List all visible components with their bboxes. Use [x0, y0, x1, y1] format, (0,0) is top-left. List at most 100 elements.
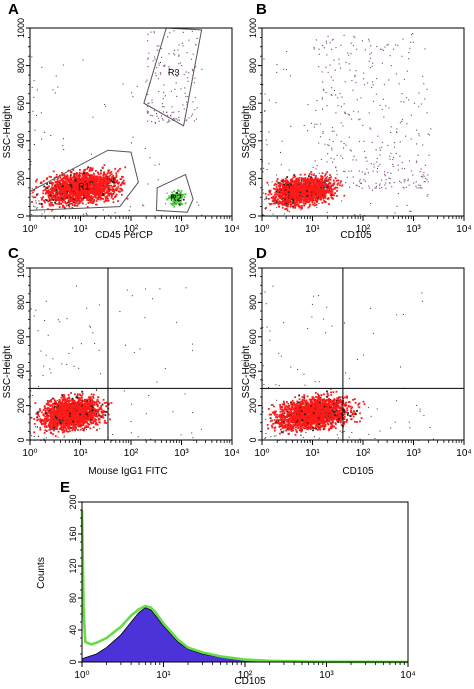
panel-b-event-point: [345, 112, 347, 115]
panel-a-event-point: [146, 112, 149, 114]
panel-b-event-point: [274, 191, 277, 194]
panel-a-event-point: [77, 180, 80, 182]
panel-b-event-point: [299, 201, 302, 203]
panel-b-event-point: [284, 181, 287, 184]
panel-a-event-point: [72, 175, 75, 178]
panel-b-event-point: [282, 183, 284, 186]
panel-b-event-point: [291, 193, 294, 196]
panel-c-event-point: [51, 421, 53, 424]
panel-a-event-point: [79, 190, 81, 193]
panel-a-event-point: [124, 166, 127, 169]
panel-b-outlier-point: [406, 204, 408, 206]
panel-a-event-point: [47, 189, 50, 192]
panel-a-event-point: [75, 172, 78, 174]
panel-a-event-point: [66, 185, 69, 188]
panel-a-event-point: [60, 195, 62, 198]
panel-a-outlier-point: [40, 112, 42, 114]
panel-a-event-point: [162, 119, 164, 121]
panel-a-event-point: [181, 194, 184, 196]
panel-b-outlier-point: [283, 204, 285, 206]
panel-b-event-point: [405, 135, 407, 137]
panel-a-event-point: [63, 194, 65, 197]
panel-a-event-point: [92, 172, 95, 175]
panel-a-event-point: [55, 188, 58, 190]
panel-b-event-point: [349, 186, 351, 188]
panel-a-event-point: [88, 199, 90, 202]
panel-a-event-point: [194, 77, 196, 79]
panel-a-event-point: [100, 189, 102, 192]
panel-a-event-point: [95, 183, 98, 185]
panel-b-event-point: [306, 193, 308, 196]
panel-a-event-point: [191, 30, 193, 33]
panel-a-outlier-point: [36, 208, 38, 210]
panel-b-event-point: [293, 204, 296, 207]
panel-b-event-point: [296, 187, 299, 190]
panel-b-event-point: [411, 34, 413, 36]
panel-b-event-point: [396, 128, 398, 130]
panel-b-event-point: [313, 47, 315, 49]
panel-c-event-point: [105, 422, 108, 424]
panel-a-event-point: [91, 174, 94, 177]
panel-a-event-point: [98, 190, 101, 193]
panel-b-event-point: [365, 156, 367, 158]
panel-a-event-point: [104, 181, 107, 184]
panel-b-event-point: [343, 103, 345, 105]
panel-a-event-point: [180, 65, 183, 67]
panel-b-event-point: [314, 176, 317, 179]
panel-a-event-point: [72, 195, 74, 197]
panel-a-event-point: [188, 39, 190, 41]
panel-a-event-point: [190, 115, 193, 117]
panel-b-event-point: [288, 186, 290, 189]
panel-a-event-point: [178, 190, 180, 192]
panel-a-event-point: [73, 173, 76, 175]
panel-b-outlier-point: [357, 111, 359, 113]
panel-b-event-point: [294, 184, 296, 186]
panel-b-event-point: [383, 83, 385, 86]
panel-b-event-point: [291, 198, 294, 201]
panel-b-event-point: [317, 177, 319, 180]
panel-a-event-point: [174, 200, 177, 203]
panel-a-event-point: [104, 191, 107, 194]
panel-b-event-point: [321, 97, 323, 99]
panel-a-event-point: [98, 176, 101, 178]
panel-b-event-point: [286, 176, 289, 178]
panel-a-outlier-point: [177, 49, 179, 51]
panel-b-event-point: [329, 184, 331, 186]
panel-a-event-point: [118, 181, 120, 184]
panel-b-event-point: [339, 184, 341, 187]
panel-b-event-point: [277, 198, 279, 201]
panel-b-outlier-point: [280, 164, 282, 166]
panel-a-event-point: [88, 196, 91, 198]
panel-b-event-point: [316, 201, 318, 204]
panel-b-outlier-point: [262, 189, 264, 191]
panel-a-event-point: [61, 197, 64, 200]
panel-b-outlier-point: [350, 170, 352, 172]
panel-b-event-point: [297, 203, 300, 206]
panel-b-event-point: [324, 143, 326, 145]
panel-a-event-point: [84, 179, 87, 181]
panel-b-event-point: [321, 98, 323, 100]
panel-b-event-point: [316, 177, 318, 180]
panel-a-event-point: [172, 198, 175, 201]
panel-b-event-point: [364, 150, 366, 153]
panel-b-event-point: [367, 172, 369, 174]
panel-b-event-point: [285, 190, 287, 193]
panel-b-event-point: [300, 179, 303, 181]
panel-a-event-point: [76, 199, 79, 202]
panel-b-event-point: [306, 179, 309, 182]
panel-b-event-point: [311, 199, 314, 202]
panel-a-event-point: [112, 198, 114, 200]
panel-a-event-point: [78, 189, 81, 192]
panel-a-event-point: [34, 196, 37, 199]
panel-b-outlier-point: [272, 213, 274, 215]
panel-a-event-point: [158, 120, 160, 122]
panel-b-event-point: [364, 180, 366, 182]
panel-a-event-point: [64, 197, 67, 200]
panel-a-event-point: [74, 184, 77, 186]
panel-b-outlier-point: [410, 210, 412, 212]
panel-a-outlier-point: [32, 110, 34, 112]
panel-a-event-point: [147, 111, 149, 113]
panel-a-event-point: [91, 169, 94, 171]
panel-b-event-point: [337, 97, 339, 99]
panel-b-event-point: [315, 175, 317, 177]
